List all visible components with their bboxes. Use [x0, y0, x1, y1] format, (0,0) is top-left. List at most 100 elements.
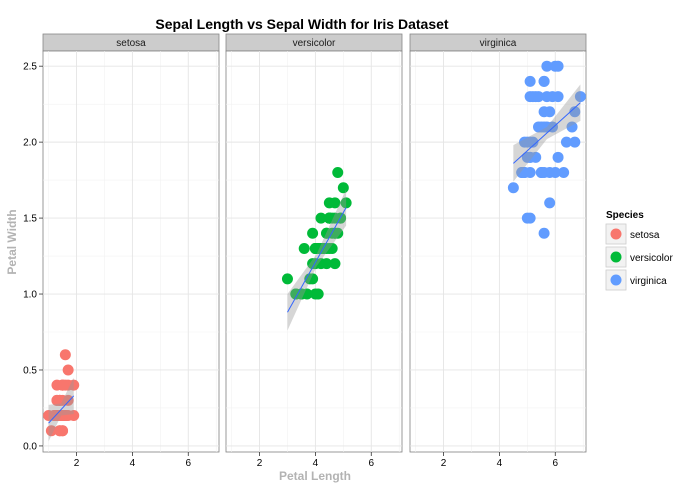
legend-item-setosa: setosa: [605, 223, 660, 245]
data-point: [329, 212, 341, 224]
data-point: [541, 60, 553, 72]
data-point: [507, 182, 519, 194]
data-point: [290, 288, 302, 300]
data-point: [569, 136, 581, 148]
data-point: [323, 197, 335, 209]
data-point: [552, 60, 564, 72]
legend-label: setosa: [630, 230, 660, 241]
x-tick-label: 4: [313, 458, 319, 469]
data-point: [301, 288, 313, 300]
fit-line: [48, 395, 75, 424]
y-axis-title: Petal Width: [5, 209, 19, 274]
x-tick-label: 2: [257, 458, 263, 469]
data-point: [538, 106, 550, 118]
data-point: [54, 394, 66, 406]
data-point: [312, 242, 324, 254]
data-point: [54, 410, 66, 422]
data-point: [337, 182, 349, 194]
y-axis: 0.0 0.5 1.0 1.5 2.0 2.5: [23, 62, 43, 452]
legend-label: virginica: [630, 276, 667, 287]
x-tick-label: 6: [552, 458, 558, 469]
grid-lines: [43, 51, 219, 452]
data-point: [524, 75, 536, 87]
data-point: [307, 227, 319, 239]
y-tick-label: 2.0: [23, 138, 37, 149]
data-point: [538, 75, 550, 87]
data-point: [68, 379, 80, 391]
facet-strip-label: versicolor: [293, 38, 336, 49]
data-point: [57, 379, 69, 391]
data-point: [329, 258, 341, 270]
data-point: [281, 273, 293, 285]
x-tick-label: 6: [368, 458, 374, 469]
facet-strip-label: virginica: [480, 38, 517, 49]
facet-panel-versicolor: versicolor: [225, 33, 403, 453]
data-point: [546, 91, 558, 103]
x-tick-label: 6: [185, 458, 191, 469]
x-tick-label: 4: [130, 458, 136, 469]
data-point: [538, 227, 550, 239]
data-point: [560, 136, 572, 148]
data-point: [574, 91, 586, 103]
data-point: [544, 197, 556, 209]
data-point: [315, 212, 327, 224]
legend-label: versicolor: [630, 253, 673, 264]
data-point: [549, 167, 561, 179]
data-point: [527, 136, 539, 148]
legend-item-virginica: virginica: [605, 269, 667, 291]
points-setosa: [43, 349, 80, 437]
legend-marker: [610, 251, 622, 263]
data-point: [304, 273, 316, 285]
data-point: [521, 151, 533, 163]
y-tick-label: 0.0: [23, 441, 37, 452]
legend: Species setosa versicolor virginica: [605, 210, 673, 291]
grid-lines: [410, 51, 586, 452]
data-point: [566, 121, 578, 133]
fit-line: [513, 102, 581, 164]
data-point: [558, 167, 570, 179]
data-point: [54, 425, 66, 437]
facet-strip-label: setosa: [116, 38, 146, 49]
data-point: [524, 212, 536, 224]
legend-marker: [610, 228, 622, 240]
data-point: [62, 364, 74, 376]
facet-panel-setosa: setosa: [42, 33, 220, 453]
data-point: [45, 425, 57, 437]
legend-marker: [610, 274, 622, 286]
data-point: [68, 410, 80, 422]
data-point: [535, 167, 547, 179]
data-point: [533, 121, 545, 133]
data-point: [516, 167, 528, 179]
data-point: [315, 258, 327, 270]
data-point: [519, 136, 531, 148]
data-point: [569, 106, 581, 118]
points-versicolor: [281, 167, 352, 300]
x-axis-title: Petal Length: [279, 469, 351, 483]
facet-panels: setosa versicolor virginica: [42, 33, 587, 453]
x-axis: 2 4 6 2 4 6 2 4 6: [74, 452, 558, 469]
data-point: [332, 167, 344, 179]
legend-title: Species: [606, 210, 644, 221]
points-virginica: [507, 60, 586, 239]
facet-panel-virginica: virginica: [409, 33, 587, 453]
data-point: [524, 167, 536, 179]
y-tick-label: 2.5: [23, 62, 37, 73]
data-point: [533, 91, 545, 103]
x-tick-label: 2: [74, 458, 80, 469]
data-point: [312, 288, 324, 300]
x-tick-label: 2: [441, 458, 447, 469]
y-tick-label: 0.5: [23, 365, 37, 376]
y-tick-label: 1.5: [23, 214, 37, 225]
y-tick-label: 1.0: [23, 290, 37, 301]
chart-title: Sepal Length vs Sepal Width for Iris Dat…: [155, 16, 448, 32]
data-point: [552, 151, 564, 163]
fit-line: [287, 207, 347, 313]
legend-item-versicolor: versicolor: [605, 246, 673, 268]
panel-background: [409, 50, 587, 453]
data-point: [340, 197, 352, 209]
data-point: [59, 349, 71, 361]
x-tick-label: 4: [497, 458, 503, 469]
data-point: [298, 242, 310, 254]
